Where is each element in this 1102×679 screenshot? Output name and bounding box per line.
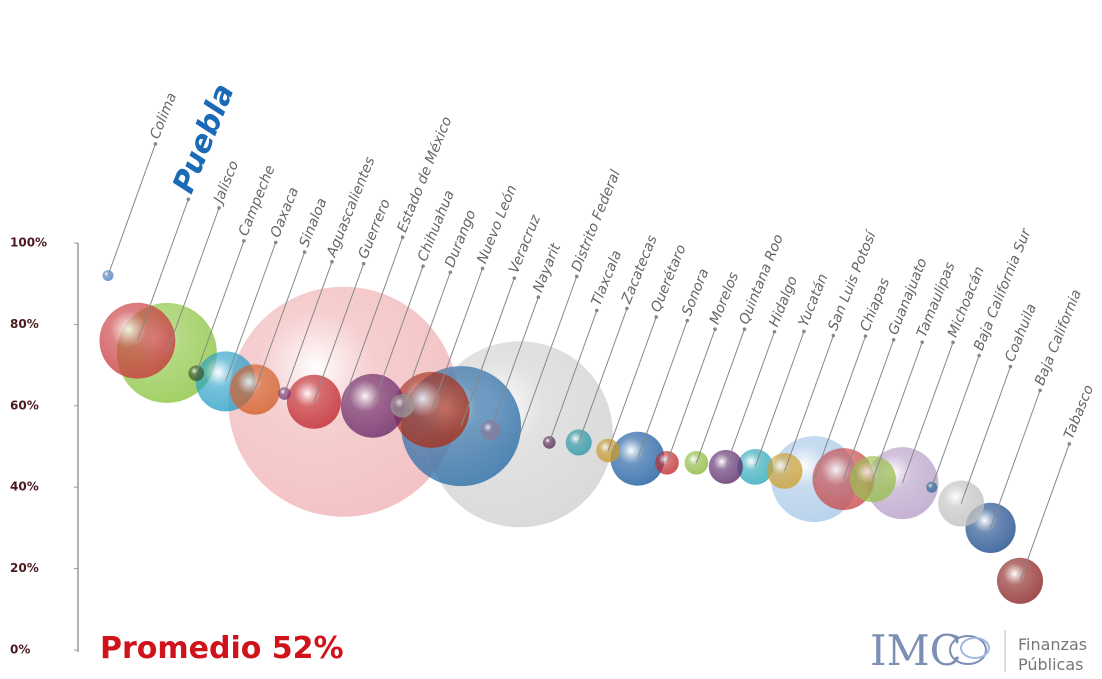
leader-line [901,342,954,484]
leader-dot [802,329,806,334]
leader-line [931,355,980,488]
category-label: Colima [147,91,180,142]
leader-dot [831,333,836,338]
leader-line [754,331,805,468]
leader-line [548,310,598,443]
y-tick-label: 40% [10,480,39,494]
leader-line [578,308,628,443]
leader-dot [1038,388,1042,393]
leader-line [313,263,365,402]
logo-text: Finanzas [1018,635,1087,654]
leader-dot [594,308,599,313]
leader-dot [742,327,747,332]
leader-line [372,266,424,406]
bubble [188,365,205,381]
bubble [542,436,556,449]
category-label: Baja California [1032,287,1085,387]
category-label: Yucatán [796,272,832,329]
leader-dot [421,264,425,269]
leader-line [166,207,220,354]
leader-line [666,329,716,463]
category-label: Tabasco [1061,383,1097,442]
leader-dot [217,206,221,210]
leader-line [342,237,404,402]
category-label: Guerrero [356,197,394,261]
leader-line [460,277,515,427]
leader-dot [863,334,868,338]
leader-line [872,341,923,480]
leader-dot [574,274,579,279]
leader-dot [772,329,777,334]
leader-dot [273,240,278,245]
logo-swirl [960,637,990,659]
leader-dot [1008,364,1013,369]
y-tick-label: 0% [10,643,30,657]
y-tick-label: 100% [10,236,47,250]
leader-line [284,261,333,394]
leader-line [489,297,539,431]
leader-line [519,276,578,435]
category-label: Sinaloa [296,196,330,250]
y-tick-label: 60% [10,398,39,412]
leader-dot [480,266,485,271]
leader-line [725,331,775,468]
leader-line [431,268,483,411]
leader-dot [153,142,158,146]
y-tick-label: 80% [10,317,39,331]
category-label: Jalisco [210,159,242,209]
leader-dot [361,261,366,266]
leader-line [637,320,688,459]
category-label: Nayarit [530,241,564,295]
leader-line [990,390,1041,529]
logo-brand: IMC [870,626,962,675]
leader-dot [685,318,690,323]
leader-dot [242,239,246,243]
average-annotation: Promedio 52% [100,631,344,666]
leader-line [195,240,245,374]
logo-swirl [949,635,987,665]
leader-dot [920,340,924,344]
leader-dot [625,306,629,311]
leader-line [813,335,866,480]
logo: IMC Finanzas Públicas [870,626,1087,675]
leader-dot [302,250,307,254]
leader-line [607,316,657,451]
leader-line [225,242,277,382]
leader-dot [1067,442,1072,446]
category-label: Oaxaca [268,185,303,240]
y-tick-label: 20% [10,561,39,575]
leader-line [107,143,156,276]
leader-dot [536,295,541,300]
leader-dot [186,197,191,202]
leader-dot [977,353,981,358]
leader-dot [891,337,896,342]
leader-dot [400,235,405,240]
bubble [229,364,281,415]
category-label: Coahuila [1002,301,1040,364]
logo-text: Públicas [1018,655,1084,674]
leader-dot [330,259,334,264]
leader-dot [448,270,453,275]
leader-line [960,366,1011,504]
leader-line [843,339,895,480]
leader-line [695,329,745,463]
leader-line [1019,443,1070,581]
leader-dot [512,276,517,280]
leader-line [784,335,834,472]
leader-dot [951,340,955,345]
leader-dot [654,315,659,319]
leader-line [136,199,189,341]
category-label: Sonora [679,266,712,318]
leader-dot [713,327,717,332]
leader-line [254,251,306,390]
leader-line [401,272,451,406]
